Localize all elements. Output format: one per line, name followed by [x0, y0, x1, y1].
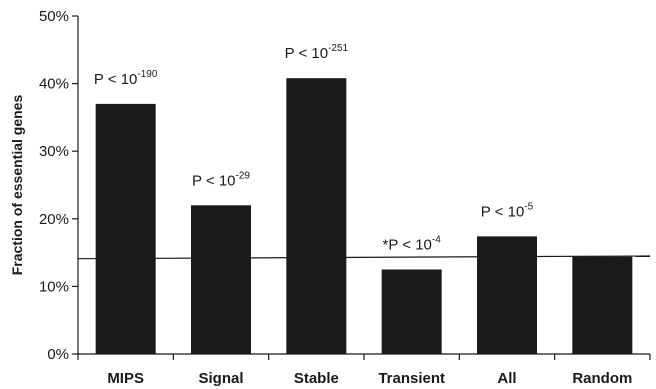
- bar-signal: [191, 205, 251, 354]
- bar-transient: [381, 269, 442, 354]
- bar-all: [477, 236, 537, 354]
- x-tick-label: Transient: [378, 370, 445, 387]
- y-axis-label-group: Fraction of essential genes: [9, 95, 25, 276]
- x-axis: [77, 353, 651, 360]
- p-value-label: P < 10-29: [192, 170, 250, 189]
- bars: [95, 78, 633, 354]
- reference-line-group: [77, 255, 651, 260]
- p-value-label: P < 10-5: [481, 201, 534, 220]
- y-tick-label: 30%: [39, 143, 69, 160]
- x-tick-label: Signal: [198, 370, 243, 387]
- x-tick-label: MIPS: [107, 370, 144, 387]
- p-value-label: P < 10-190: [94, 69, 158, 88]
- p-value-label: *P < 10-4: [383, 235, 442, 254]
- bar-random: [572, 256, 633, 354]
- category-labels: MIPS Signal Stable Transient All Random: [107, 370, 632, 387]
- y-tick-label: 50%: [39, 8, 69, 25]
- reference-line: [77, 255, 651, 260]
- bar-stable: [286, 78, 347, 354]
- annotations: P < 10-190 P < 10-29 P < 10-251 *P < 10-4 P …: [94, 43, 534, 253]
- y-axis-label: Fraction of essential genes: [9, 95, 25, 276]
- y-tick-label: 10%: [39, 278, 69, 295]
- x-tick-label: Random: [572, 370, 632, 387]
- x-tick-label: All: [497, 370, 516, 387]
- x-tick-label: Stable: [294, 370, 339, 387]
- y-tick-label: 0%: [47, 346, 69, 363]
- y-tick-label: 20%: [39, 211, 69, 228]
- y-axis: 0% 10% 20% 30% 40% 50%: [39, 8, 79, 363]
- p-value-label: P < 10-251: [285, 43, 349, 62]
- y-tick-label: 40%: [39, 76, 69, 93]
- bar-mips: [95, 103, 156, 354]
